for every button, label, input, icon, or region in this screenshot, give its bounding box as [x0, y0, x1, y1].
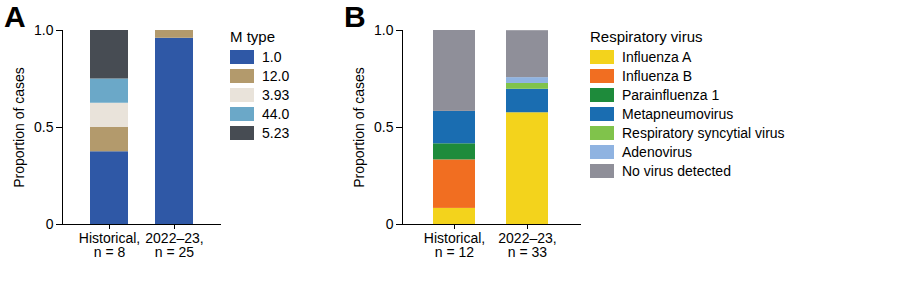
html-text:1.0: 1.0 — [262, 49, 282, 65]
html-text:B: B — [344, 0, 366, 33]
html-text:Adenovirus: Adenovirus — [622, 144, 692, 160]
svg-text:2022–23,n = 33: 2022–23,n = 33 — [498, 230, 556, 260]
svg-text:0.5: 0.5 — [374, 119, 394, 135]
html-text:Parainfluenza 1: Parainfluenza 1 — [622, 87, 720, 103]
html-text:44.0: 44.0 — [262, 106, 290, 122]
html-text:3.93: 3.93 — [262, 87, 290, 103]
html-text:Respiratory syncytial virus: Respiratory syncytial virus — [622, 125, 785, 141]
svg-text:2022–23,n = 25: 2022–23,n = 25 — [145, 230, 203, 260]
html-text:5.23: 5.23 — [262, 125, 290, 141]
html-text:Influenza B: Influenza B — [622, 68, 693, 84]
svg-text:1.0: 1.0 — [34, 22, 54, 38]
html-text:A: A — [4, 0, 26, 33]
html-text:Influenza A: Influenza A — [622, 49, 692, 65]
html-text:M type: M type — [230, 28, 275, 45]
svg-text:0: 0 — [386, 216, 394, 232]
html-text:12.0: 12.0 — [262, 68, 290, 84]
svg-text:1.0: 1.0 — [374, 22, 394, 38]
html-text:Respiratory virus: Respiratory virus — [590, 28, 703, 45]
svg-text:Proportion of cases: Proportion of cases — [351, 67, 367, 188]
svg-text:Historical,n = 12: Historical,n = 12 — [424, 230, 485, 260]
html-text:No virus detected: No virus detected — [622, 163, 731, 179]
svg-text:0.5: 0.5 — [34, 119, 54, 135]
html-text:Metapneumovirus: Metapneumovirus — [622, 106, 734, 122]
svg-text:Historical,n = 8: Historical,n = 8 — [79, 230, 140, 260]
svg-text:0: 0 — [46, 216, 54, 232]
svg-text:Proportion of cases: Proportion of cases — [11, 67, 27, 188]
